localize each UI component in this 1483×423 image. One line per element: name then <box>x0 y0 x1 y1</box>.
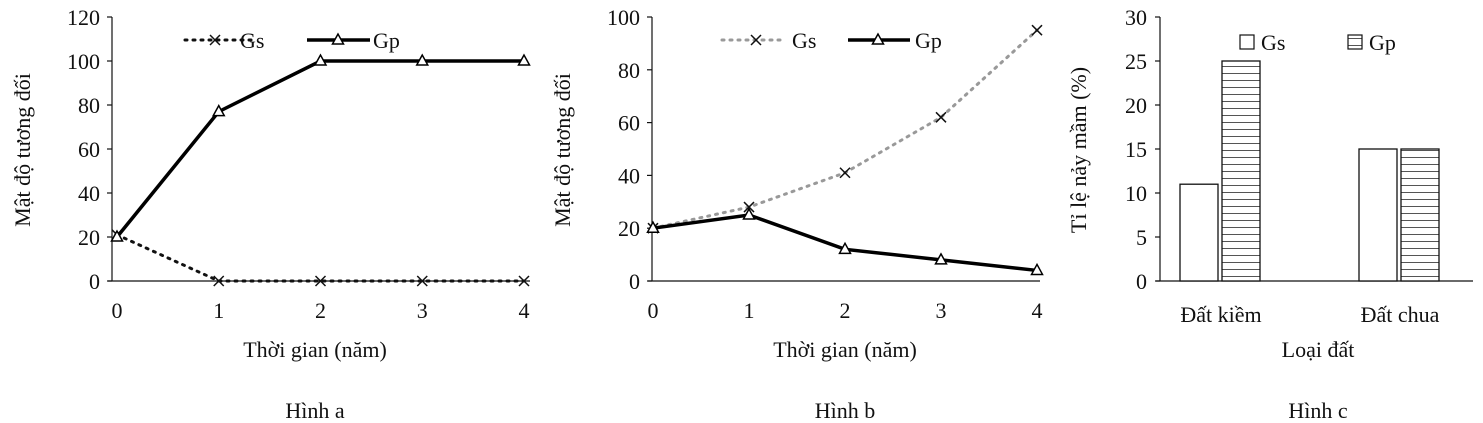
y-tick-label: 60 <box>78 137 100 162</box>
x-axis-title: Thời gian (năm) <box>773 337 917 362</box>
data-point-gs <box>935 111 947 123</box>
bar-gp <box>1221 60 1261 282</box>
data-point-gs <box>839 167 851 179</box>
data-point-gp <box>110 229 124 242</box>
x-tick-label: 0 <box>112 298 123 323</box>
legend-swatch-gs <box>1239 34 1255 50</box>
x-tick-label: 1 <box>744 298 755 323</box>
data-point-gs <box>213 275 225 287</box>
y-tick-label: 0 <box>89 269 100 294</box>
y-tick-label: 40 <box>78 181 100 206</box>
data-point-gs-stroke <box>416 275 428 287</box>
figure-caption: Hình a <box>285 398 345 423</box>
legend-label: Gp <box>915 28 942 53</box>
data-point-gs-stroke <box>743 201 755 213</box>
legend-label: Gs <box>792 28 816 53</box>
x-tick-label: 2 <box>315 298 326 323</box>
y-tick-label: 100 <box>67 49 100 74</box>
legend-marker-gs-stroke <box>209 34 221 46</box>
y-tick-label: 10 <box>1125 181 1147 206</box>
legend-label: Gp <box>373 28 400 53</box>
bar-gp <box>1400 148 1440 282</box>
x-tick-label: 4 <box>519 298 530 323</box>
y-tick-label: 120 <box>67 5 100 30</box>
data-point-gp <box>313 53 328 66</box>
x-tick-label: Đất chua <box>1361 302 1440 327</box>
legend-marker-gs <box>209 34 221 46</box>
data-point-gp <box>211 104 226 117</box>
data-point-gs-stroke <box>213 275 225 287</box>
figure-caption: Hình c <box>1288 398 1348 423</box>
legend-marker-gp <box>871 32 885 45</box>
series-line-gs <box>651 28 1039 230</box>
legend-marker-gp <box>331 32 345 45</box>
bar-gs <box>1358 148 1398 282</box>
y-tick-label: 80 <box>78 93 100 118</box>
series-line-gp <box>115 59 524 239</box>
data-point-gp <box>934 252 948 265</box>
y-axis-title: Mật độ tương đối <box>550 73 575 227</box>
legend-label: Gp <box>1369 30 1396 55</box>
data-point-gp <box>1030 262 1044 276</box>
x-tick-label: 3 <box>417 298 428 323</box>
y-tick-label: 5 <box>1136 225 1147 250</box>
x-tick-label: Đất kiềm <box>1180 302 1261 327</box>
y-axis-title: Tỉ lệ nảy mầm (%) <box>1066 67 1091 233</box>
legend-marker-gs <box>750 34 762 46</box>
data-point-gs <box>1031 24 1043 36</box>
y-tick-label: 0 <box>1136 269 1147 294</box>
x-tick-label: 1 <box>213 298 224 323</box>
series-line-gs <box>115 233 526 283</box>
data-point-gs-stroke <box>314 275 327 287</box>
x-tick-label: 2 <box>840 298 851 323</box>
y-tick-label: 0 <box>629 269 640 294</box>
data-point-gs <box>314 275 327 287</box>
legend-label: Gs <box>1261 30 1285 55</box>
data-point-gs <box>518 275 530 287</box>
legend-label: Gs <box>240 28 264 53</box>
y-axis-title: Mật độ tương đối <box>10 73 35 227</box>
data-point-gp <box>415 53 430 66</box>
data-point-gs-stroke <box>1031 24 1043 36</box>
data-point-gp <box>646 220 660 233</box>
legend-marker-gs-stroke <box>750 34 762 46</box>
bar-gs <box>1179 183 1219 282</box>
y-tick-label: 80 <box>618 58 640 83</box>
legend-swatch-gp <box>1347 34 1363 50</box>
y-tick-label: 40 <box>618 163 640 188</box>
x-tick-label: 0 <box>648 298 659 323</box>
x-axis-title: Thời gian (năm) <box>243 337 387 362</box>
x-tick-label: 4 <box>1032 298 1043 323</box>
y-tick-label: 60 <box>618 111 640 136</box>
y-tick-label: 15 <box>1125 137 1147 162</box>
x-tick-label: 3 <box>936 298 947 323</box>
y-tick-label: 100 <box>607 5 640 30</box>
data-point-gs <box>743 201 755 213</box>
data-point-gs-stroke <box>935 111 947 123</box>
data-point-gp <box>742 207 756 220</box>
data-point-gp <box>517 53 531 66</box>
y-tick-label: 20 <box>618 216 640 241</box>
data-point-gp <box>838 241 852 255</box>
y-tick-label: 25 <box>1125 49 1147 74</box>
figure-caption: Hình b <box>815 398 876 423</box>
y-tick-label: 20 <box>1125 93 1147 118</box>
data-point-gs <box>416 275 428 287</box>
y-tick-label: 30 <box>1125 5 1147 30</box>
y-tick-label: 20 <box>78 225 100 250</box>
data-point-gs-stroke <box>839 167 851 179</box>
data-point-gs-stroke <box>518 275 530 287</box>
x-axis-title: Loại đất <box>1282 337 1355 362</box>
